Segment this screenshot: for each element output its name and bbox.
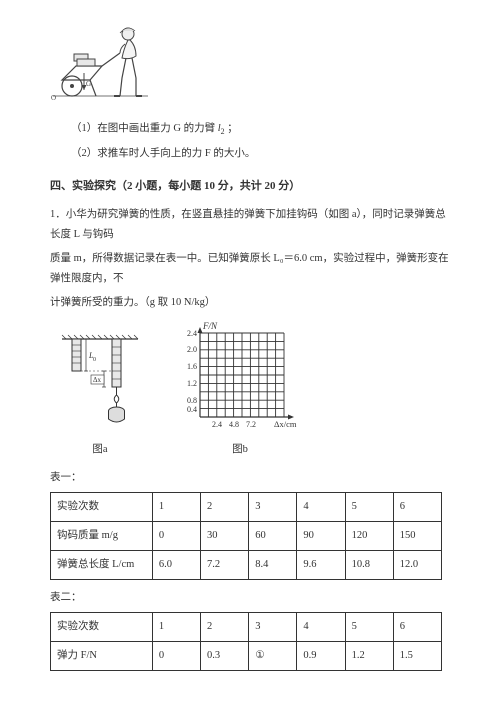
wheelbarrow-svg: O G: [50, 18, 150, 103]
cell: 实验次数: [51, 493, 153, 522]
cell: 150: [393, 522, 441, 551]
svg-text:7.2: 7.2: [246, 420, 256, 429]
svg-text:Δx: Δx: [93, 376, 102, 384]
cell: 2: [201, 493, 249, 522]
svg-text:1.2: 1.2: [187, 379, 197, 388]
figure-b-container: F/N: [170, 321, 310, 461]
q2-text: （2）求推车时人手向上的力 F 的大小。: [71, 148, 255, 159]
wheelbarrow-figure: O G: [50, 18, 450, 111]
cell: 90: [297, 522, 345, 551]
table-2: 实验次数 1 2 3 4 5 6 弹力 F/N 0 0.3 ① 0.9 1.2 …: [50, 612, 442, 671]
figure-b-label: 图b: [170, 440, 310, 460]
cell: 6.0: [152, 551, 200, 580]
problem-1-line-1: 1．小华为研究弹簧的性质，在竖直悬挂的弹簧下加挂钩码（如图 a），同时记录弹簧总…: [50, 205, 450, 245]
cell: 0: [152, 642, 200, 671]
cell: 30: [201, 522, 249, 551]
section-4-heading: 四、实验探究（2 小题，每小题 10 分，共计 20 分）: [50, 176, 450, 197]
cell: 4: [297, 613, 345, 642]
table-row: 实验次数 1 2 3 4 5 6: [51, 613, 442, 642]
cell: 1: [152, 493, 200, 522]
q1-suffix: ；: [225, 123, 238, 134]
svg-text:2.4: 2.4: [212, 420, 222, 429]
figure-a-container: L 0 Δx 图a: [60, 333, 140, 461]
figure-b-svg: F/N: [170, 321, 310, 433]
problem-1-line-3: 计弹簧所受的重力。（g 取 10 N/kg）: [50, 293, 450, 313]
cell: 5: [345, 493, 393, 522]
svg-text:0.8: 0.8: [187, 396, 197, 405]
cell: 7.2: [201, 551, 249, 580]
cell: 1.2: [345, 642, 393, 671]
question-part-1: （1）在图中画出重力 G 的力臂 l2 ；: [50, 119, 450, 140]
section-4-text: 四、实验探究（2 小题，每小题 10 分，共计 20 分）: [50, 180, 300, 192]
figure-a-label: 图a: [60, 440, 140, 460]
cell: 120: [345, 522, 393, 551]
svg-text:2.4: 2.4: [187, 329, 197, 338]
svg-text:G: G: [86, 80, 91, 88]
question-part-2: （2）求推车时人手向上的力 F 的大小。: [50, 144, 450, 164]
cell: 钩码质量 m/g: [51, 522, 153, 551]
cell: 0.9: [297, 642, 345, 671]
cell: 3: [249, 493, 297, 522]
table-1-label: 表一：: [50, 468, 450, 488]
cell: 5: [345, 613, 393, 642]
table-row: 弹簧总长度 L/cm 6.0 7.2 8.4 9.6 10.8 12.0: [51, 551, 442, 580]
problem-1-line-2: 质量 m，所得数据记录在表一中。已知弹簧原长 L₀＝6.0 cm，实验过程中，弹…: [50, 249, 450, 289]
svg-text:0: 0: [93, 357, 96, 363]
svg-text:F/N: F/N: [202, 321, 218, 331]
figures-row: L 0 Δx 图a F: [50, 321, 450, 461]
cell: 1.5: [393, 642, 441, 671]
cell: 8.4: [249, 551, 297, 580]
cell: 实验次数: [51, 613, 153, 642]
cell: 弹簧总长度 L/cm: [51, 551, 153, 580]
cell: 6: [393, 613, 441, 642]
table-1: 实验次数 1 2 3 4 5 6 钩码质量 m/g 0 30 60 90 120…: [50, 492, 442, 580]
svg-text:Δx/cm: Δx/cm: [274, 419, 297, 429]
cell: 0: [152, 522, 200, 551]
table-row: 钩码质量 m/g 0 30 60 90 120 150: [51, 522, 442, 551]
table-row: 实验次数 1 2 3 4 5 6: [51, 493, 442, 522]
cell: ①: [249, 642, 297, 671]
table-row: 弹力 F/N 0 0.3 ① 0.9 1.2 1.5: [51, 642, 442, 671]
cell: 12.0: [393, 551, 441, 580]
cell: 10.8: [345, 551, 393, 580]
cell: 2: [201, 613, 249, 642]
cell: 1: [152, 613, 200, 642]
svg-text:O: O: [51, 94, 56, 102]
svg-text:1.6: 1.6: [187, 362, 197, 371]
cell: 4: [297, 493, 345, 522]
cell: 60: [249, 522, 297, 551]
cell: 3: [249, 613, 297, 642]
cell: 9.6: [297, 551, 345, 580]
q1-prefix: （1）在图中画出重力 G 的力臂: [71, 123, 218, 134]
cell: 0.3: [201, 642, 249, 671]
svg-text:4.8: 4.8: [229, 420, 239, 429]
svg-text:0.4: 0.4: [187, 405, 197, 414]
figure-a-svg: L 0 Δx: [60, 333, 140, 433]
table-2-label: 表二：: [50, 588, 450, 608]
cell: 弹力 F/N: [51, 642, 153, 671]
cell: 6: [393, 493, 441, 522]
svg-text:2.0: 2.0: [187, 345, 197, 354]
